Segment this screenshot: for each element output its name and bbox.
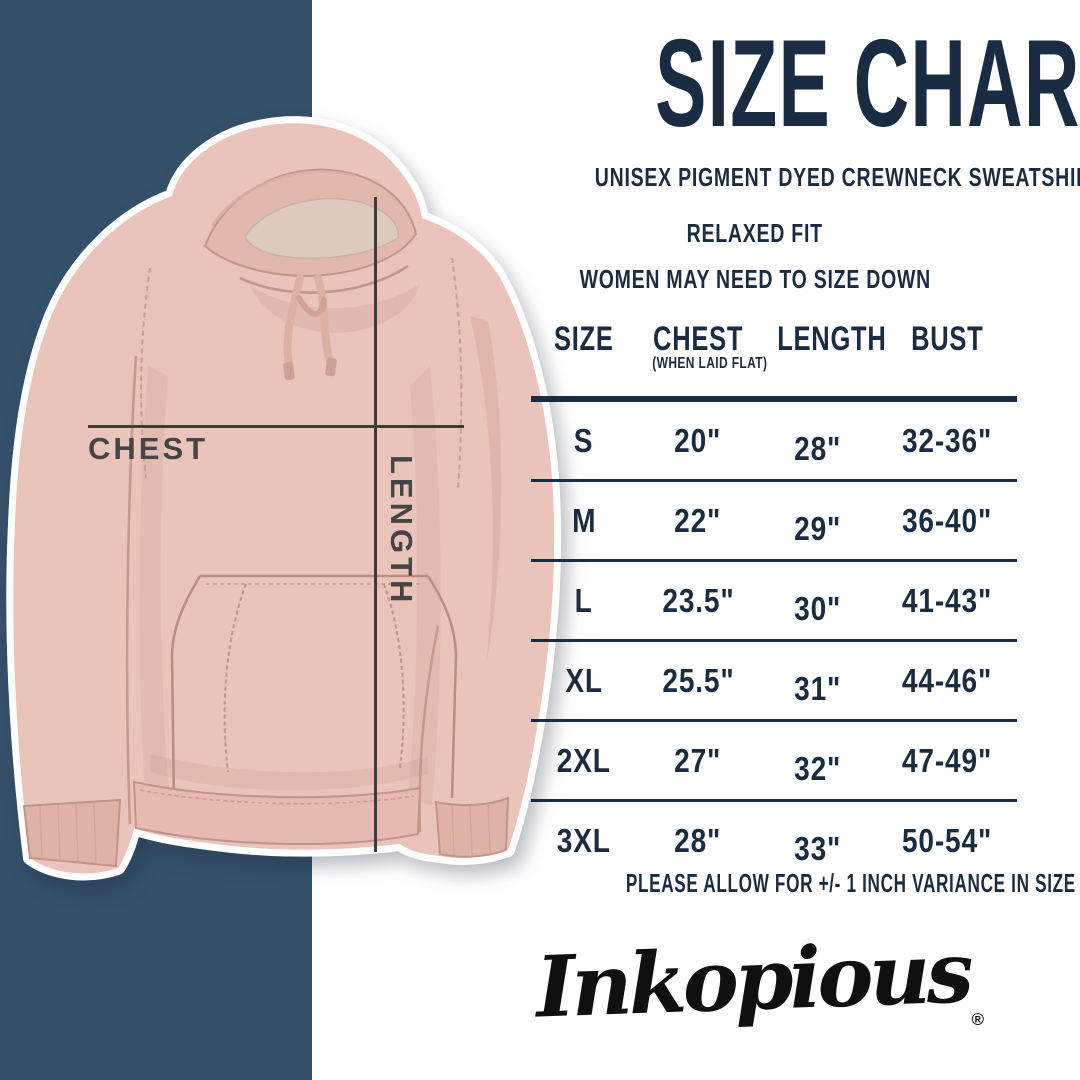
cell-bust: 36-40"	[901, 501, 993, 539]
cell-chest: 22"	[674, 501, 722, 539]
cell-chest: 25.5"	[661, 661, 735, 699]
table-row: L 23.5" 30" 41-43"	[531, 562, 1017, 639]
page-title: SIZE CHART	[655, 15, 1080, 153]
subtitle-fit: RELAXED FIT	[686, 218, 824, 248]
cell-size: 3XL	[556, 821, 612, 859]
column-header-size: SIZE	[554, 320, 614, 358]
subtitle-sizing: WOMEN MAY NEED TO SIZE DOWN	[579, 264, 931, 294]
chest-measure-line	[88, 425, 464, 428]
cell-size: L	[574, 581, 593, 619]
column-header-chest: CHEST (WHEN LAID FLAT)	[652, 320, 768, 372]
variance-note: PLEASE ALLOW FOR +/- 1 INCH VARIANCE IN …	[625, 868, 1076, 898]
table-row: S 20" 28" 32-36"	[531, 402, 1017, 479]
row-divider	[531, 559, 1017, 562]
cell-size: 2XL	[556, 741, 612, 779]
table-row: 2XL 27" 32" 47-49"	[531, 722, 1017, 799]
column-header-length: LENGTH	[777, 320, 887, 358]
cell-size: XL	[565, 661, 603, 699]
cell-length: 33"	[794, 829, 842, 867]
cell-length: 31"	[794, 669, 842, 707]
cell-chest: 23.5"	[661, 581, 735, 619]
chest-measure-label: CHEST	[88, 431, 209, 466]
column-header-bust: BUST	[910, 320, 984, 358]
cell-length: 32"	[794, 749, 842, 787]
size-table-header: SIZE CHEST (WHEN LAID FLAT) LENGTH BUST	[531, 320, 1017, 396]
cell-bust: 50-54"	[901, 821, 993, 859]
table-row: XL 25.5" 31" 44-46"	[531, 642, 1017, 719]
cell-bust: 47-49"	[901, 741, 993, 779]
length-measure-label: LENGTH	[384, 455, 419, 607]
cell-length: 28"	[794, 429, 842, 467]
size-table: SIZE CHEST (WHEN LAID FLAT) LENGTH BUST …	[531, 320, 1017, 879]
cell-length: 30"	[794, 589, 842, 627]
row-divider	[531, 479, 1017, 482]
cell-size: M	[571, 501, 597, 539]
row-divider	[531, 639, 1017, 642]
cell-length: 29"	[794, 509, 842, 547]
registered-trademark-icon: ®	[971, 1010, 985, 1029]
cell-size: S	[574, 421, 594, 459]
row-divider	[531, 719, 1017, 722]
table-row: M 22" 29" 36-40"	[531, 482, 1017, 559]
row-divider	[531, 799, 1017, 802]
table-row: 3XL 28" 33" 50-54"	[531, 802, 1017, 879]
brand-logo-text: Inkopious	[534, 922, 972, 1037]
cell-bust: 32-36"	[901, 421, 993, 459]
cell-bust: 44-46"	[901, 661, 993, 699]
header-divider	[531, 396, 1017, 402]
chest-subnote: (WHEN LAID FLAT)	[652, 355, 768, 372]
length-measure-line	[374, 197, 377, 852]
cell-chest: 28"	[674, 821, 722, 859]
subtitle-product: UNISEX PIGMENT DYED CREWNECK SWEATSHIRT	[594, 162, 1080, 192]
brand-logo: Inkopious®	[520, 922, 1000, 1036]
cell-chest: 20"	[674, 421, 722, 459]
cell-bust: 41-43"	[901, 581, 993, 619]
hoodie-photo	[6, 116, 562, 881]
cell-chest: 27"	[674, 741, 722, 779]
